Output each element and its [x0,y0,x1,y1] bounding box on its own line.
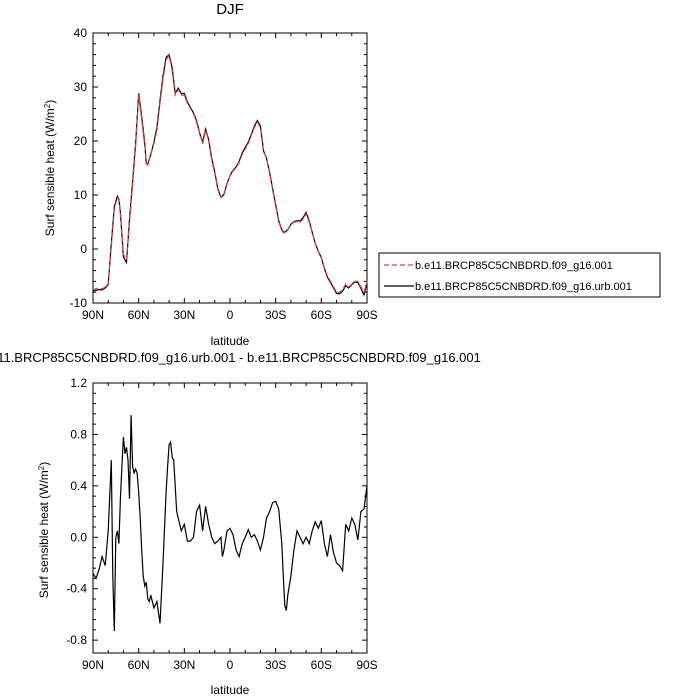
bottom-plot-frame [92,382,368,654]
y-tick-label: 20 [74,134,88,148]
legend-label-series-2: b.e11.BRCP85C5CNBDRD.f09_g16.urb.001 [415,281,632,293]
x-tick-label: 90N [82,308,104,322]
y-tick-label: 0 [80,242,87,256]
y-tick-label: 10 [74,188,88,202]
series-line-2 [92,53,368,297]
top-x-axis-label: latitude [211,334,250,348]
x-tick-label: 30S [265,308,286,322]
x-tick-label: 90S [356,308,377,322]
x-tick-label: 90N [82,658,104,672]
legend-box [378,252,661,298]
bottom-y-axis-label: Surf sensible heat (W/m2) [37,462,52,599]
series-line-1 [92,415,368,632]
x-tick-label: 30N [173,658,195,672]
x-tick-label: 60N [128,658,150,672]
y-tick-label: -10 [70,296,88,310]
top-y-axis-label: Surf sensible heat (W/m2) [43,100,58,237]
top-y-ticks: -10 0 10 20 30 40 [70,26,367,310]
legend: b.e11.BRCP85C5CNBDRD.f09_g16.001 b.e11.B… [378,252,661,298]
x-tick-label: 60S [311,658,332,672]
y-tick-label: -0.4 [66,582,87,596]
bottom-series-lines [92,415,368,632]
bottom-x-ticks: 90N 60N 30N 0 30S 60S 90S [82,383,378,672]
top-chart-title: DJF [216,1,244,18]
y-tick-label: 1.2 [70,376,87,390]
x-tick-label: 30S [265,658,286,672]
x-tick-label: 30N [173,308,195,322]
top-x-ticks: 90N 60N 30N 0 30S 60S 90S [82,33,378,322]
x-tick-label: 90S [356,658,377,672]
x-tick-label: 60N [128,308,150,322]
bottom-chart-title: b.e11.BRCP85C5CNBDRD.f09_g16.urb.001 - b… [0,350,481,365]
bottom-x-axis-label: latitude [211,683,250,697]
top-chart: DJF -10 0 10 20 30 40 90N 60N 30N 0 30S 60S 90S lat… [43,1,661,348]
y-tick-label: 0.0 [70,530,87,544]
y-tick-label: 0.4 [70,479,87,493]
legend-label-series-1: b.e11.BRCP85C5CNBDRD.f09_g16.001 [415,260,613,272]
y-tick-label: 0.8 [70,427,87,441]
series-line-1 [92,54,368,294]
y-tick-label: 30 [74,80,88,94]
x-tick-label: 0 [227,308,234,322]
bottom-y-ticks: -0.8 -0.4 0.0 0.4 0.8 1.2 [66,376,367,647]
x-tick-label: 0 [227,658,234,672]
bottom-chart: b.e11.BRCP85C5CNBDRD.f09_g16.urb.001 - b… [0,350,481,697]
y-tick-label: 40 [74,26,88,40]
top-series-lines [92,53,368,297]
x-tick-label: 60S [311,308,332,322]
y-tick-label: -0.8 [66,633,87,647]
